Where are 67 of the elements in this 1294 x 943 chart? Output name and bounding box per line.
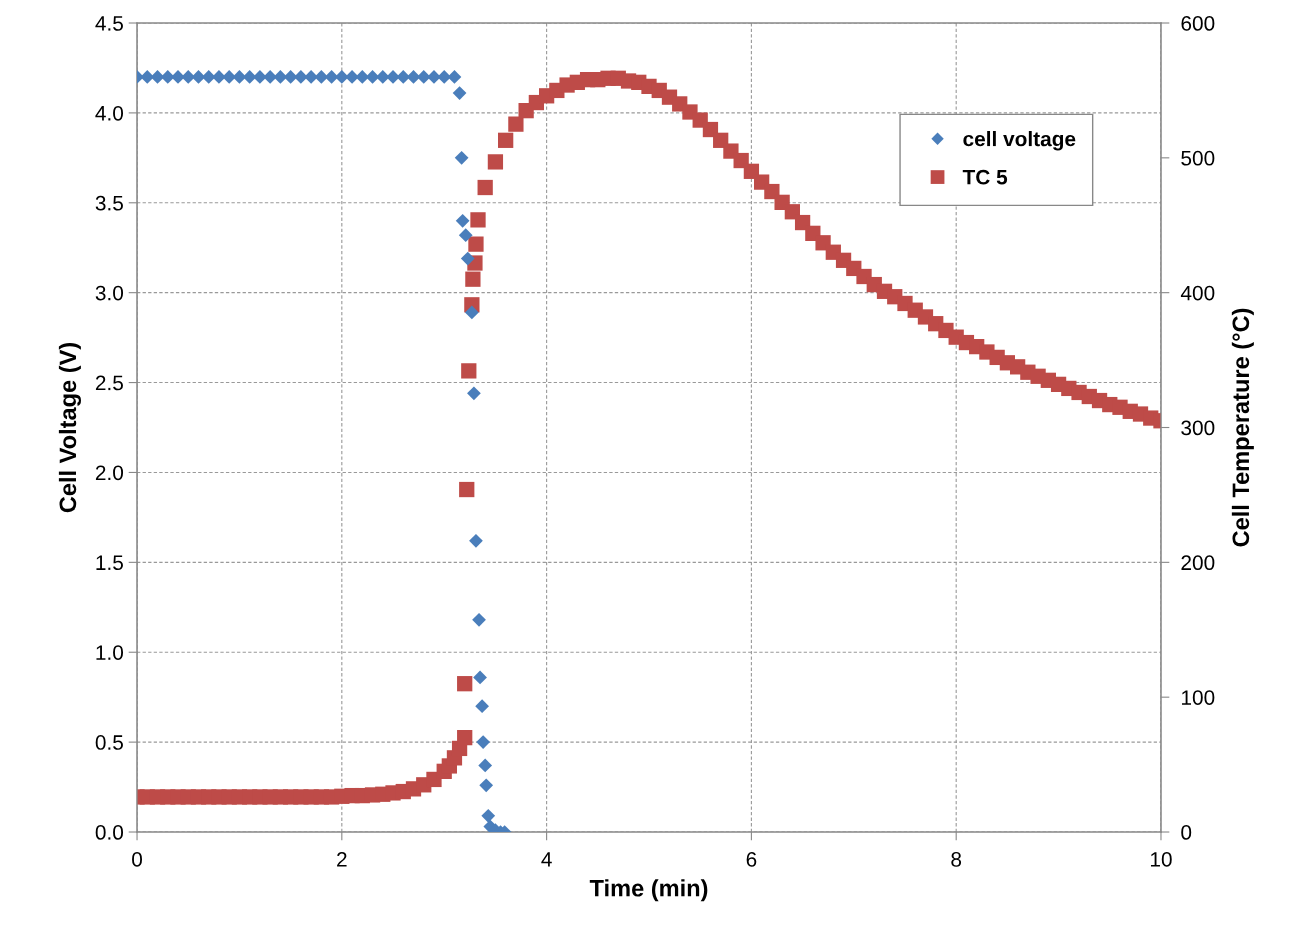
legend-label: cell voltage — [963, 130, 1076, 151]
y2-tick-label: 0 — [1181, 825, 1192, 840]
point — [447, 70, 462, 84]
y2-tick-label: 200 — [1181, 555, 1215, 571]
point — [452, 86, 467, 100]
x-tick-label: 8 — [951, 852, 962, 867]
x-tick-label: 10 — [1150, 852, 1172, 867]
y-tick-label: 1.0 — [96, 645, 124, 660]
point — [481, 808, 496, 823]
y-tick-label: 2.0 — [95, 465, 124, 481]
point — [473, 670, 487, 685]
point — [181, 70, 196, 84]
point — [232, 70, 247, 84]
y2-tick-label: 400 — [1180, 285, 1215, 301]
point — [324, 70, 339, 84]
point — [355, 70, 370, 84]
x-tick-label: 2 — [337, 852, 347, 867]
point — [201, 70, 216, 84]
point — [469, 533, 483, 548]
point — [314, 70, 329, 84]
x-axis-title: Time (min) — [589, 879, 708, 902]
point — [460, 251, 475, 266]
y2-axis-title: Cell Temperature (°C) — [1231, 308, 1254, 547]
point — [472, 613, 486, 627]
point — [140, 70, 155, 84]
point — [479, 778, 494, 793]
y2-tick-label: 500 — [1181, 150, 1215, 166]
point — [406, 70, 421, 84]
y-tick-label: 2.5 — [95, 375, 123, 391]
x-tick-label: 4 — [541, 852, 552, 867]
point — [160, 70, 175, 84]
y-tick-label: 0.5 — [95, 735, 123, 750]
point — [191, 70, 206, 84]
point — [437, 70, 452, 84]
point — [334, 70, 349, 84]
y-tick-label: 1.5 — [96, 555, 123, 571]
y2-tick-label: 300 — [1181, 420, 1215, 436]
point — [454, 150, 469, 165]
legend-label: TC 5 — [962, 169, 1008, 185]
point — [396, 70, 411, 84]
point — [222, 70, 237, 84]
x-tick-label: 6 — [746, 852, 757, 867]
y-tick-label: 4.0 — [95, 105, 124, 121]
y-tick-label: 0.0 — [95, 825, 124, 840]
y2-tick-label: 100 — [1182, 690, 1215, 705]
point — [467, 386, 481, 401]
point — [416, 70, 431, 84]
y-axis-title: Cell Voltage (V) — [58, 342, 81, 513]
point — [458, 228, 473, 243]
point — [464, 305, 479, 320]
point — [365, 70, 380, 84]
point — [475, 699, 489, 714]
point — [242, 70, 257, 84]
point — [293, 70, 308, 84]
y2-tick-label: 600 — [1181, 16, 1215, 31]
point — [478, 758, 493, 773]
y-tick-label: 3.0 — [95, 285, 124, 301]
point — [273, 70, 288, 84]
point — [150, 70, 165, 84]
y-tick-label: 3.5 — [95, 195, 123, 211]
point — [455, 213, 470, 228]
y-tick-label: 4.5 — [95, 16, 123, 31]
x-tick-label: 0 — [132, 852, 143, 867]
point — [476, 735, 490, 749]
point — [283, 70, 298, 84]
point — [253, 70, 267, 84]
point — [375, 70, 390, 84]
